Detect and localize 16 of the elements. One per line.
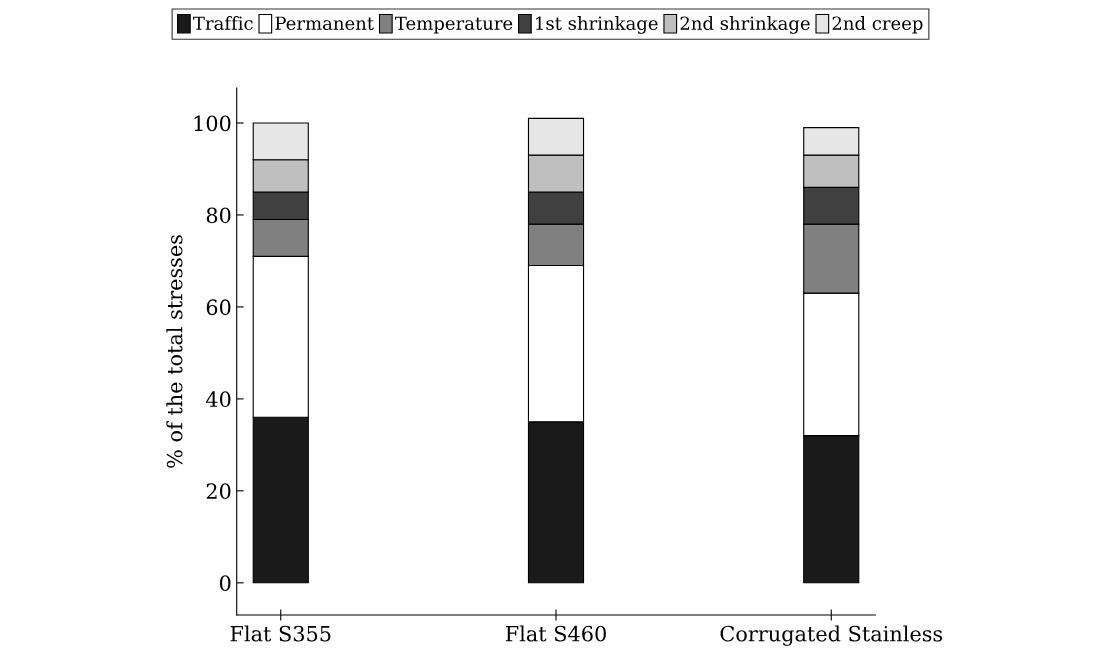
legend-label: 2nd shrinkage <box>680 16 810 34</box>
legend-label: Permanent <box>275 16 374 31</box>
y-tick-label: 100 <box>194 115 231 132</box>
legend-label: 1st shrinkage <box>536 16 658 34</box>
y-tick-label: 80 <box>206 207 231 224</box>
y-tick-label: 0 <box>219 575 231 592</box>
y-axis-title: % of the total stresses <box>166 235 183 468</box>
y-tick-label: 40 <box>205 391 231 408</box>
x-tick-label: Corrugated Stainless <box>720 625 943 646</box>
x-tick-label: Flat S460 <box>505 625 606 642</box>
y-tick-label: 60 <box>206 299 231 316</box>
legend-label: 2nd creep <box>832 16 923 34</box>
legend-label: Temperature <box>395 16 513 34</box>
legend-label: Traffic <box>193 16 253 31</box>
y-tick-label: 20 <box>206 483 231 500</box>
x-tick-label: Flat S355 <box>230 625 331 642</box>
